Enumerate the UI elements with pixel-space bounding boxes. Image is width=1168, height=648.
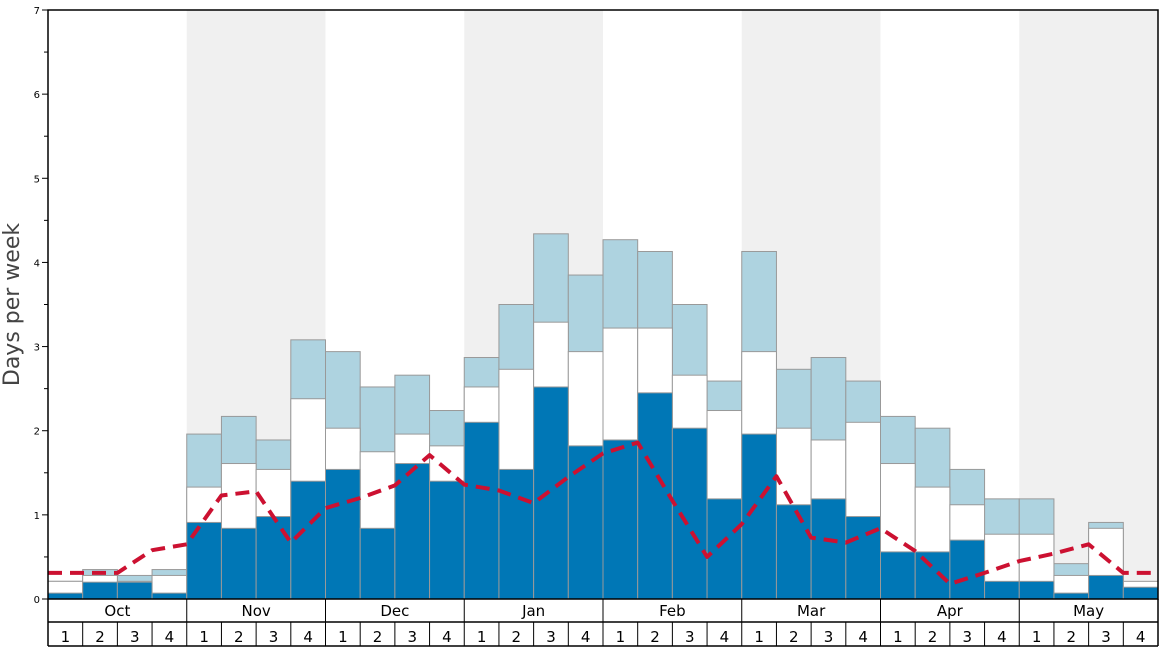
week-label: 1 xyxy=(893,628,903,646)
stacked-bars xyxy=(47,233,1159,600)
bar-bottom xyxy=(255,516,292,600)
bar-bottom xyxy=(637,392,673,600)
week-label: 3 xyxy=(1101,628,1111,646)
week-label: 4 xyxy=(442,628,452,646)
bar-bottom xyxy=(1088,574,1124,600)
bar-bottom xyxy=(82,581,118,600)
bar-bottom xyxy=(498,468,535,600)
week-label: 2 xyxy=(373,628,383,646)
week-label: 3 xyxy=(546,628,556,646)
week-label: 3 xyxy=(269,628,279,646)
y-tick-label: 0 xyxy=(34,595,40,606)
bar-bottom xyxy=(949,539,986,600)
bar-bottom xyxy=(775,504,812,600)
bar-bottom xyxy=(359,527,396,600)
week-label: 2 xyxy=(1067,628,1077,646)
week-label: 3 xyxy=(685,628,695,646)
trend-line-path xyxy=(48,440,1158,586)
bar-bottom xyxy=(220,527,257,600)
trend-line xyxy=(48,440,1158,586)
week-label: 4 xyxy=(997,628,1007,646)
y-tick-label: 7 xyxy=(34,6,40,17)
y-tick-label: 5 xyxy=(34,174,40,185)
month-label: Jan xyxy=(521,602,545,620)
week-label: 1 xyxy=(61,628,71,646)
week-label: 3 xyxy=(130,628,140,646)
month-label: Feb xyxy=(659,602,686,620)
week-label: 4 xyxy=(165,628,175,646)
week-label: 4 xyxy=(1136,628,1146,646)
bar-bottom xyxy=(706,498,743,600)
month-label: Oct xyxy=(104,602,130,620)
week-label: 4 xyxy=(720,628,730,646)
week-label: 3 xyxy=(962,628,972,646)
week-label: 2 xyxy=(650,628,660,646)
week-label: 3 xyxy=(824,628,834,646)
month-label: Apr xyxy=(937,602,964,620)
bar-bottom xyxy=(810,498,847,600)
week-label: 4 xyxy=(858,628,868,646)
bar-bottom xyxy=(47,592,84,600)
week-label: 2 xyxy=(928,628,938,646)
month-label: Mar xyxy=(797,602,826,620)
week-label: 1 xyxy=(338,628,348,646)
bar-bottom xyxy=(567,445,604,600)
bar-bottom xyxy=(429,480,465,600)
bar-bottom xyxy=(1018,580,1055,600)
week-label: 1 xyxy=(616,628,626,646)
bar-bottom xyxy=(533,386,569,600)
week-label: 2 xyxy=(234,628,244,646)
bar-bottom xyxy=(1053,592,1090,600)
week-label: 1 xyxy=(754,628,764,646)
month-label: Nov xyxy=(241,602,270,620)
bar-bottom xyxy=(116,581,153,600)
bar-bottom xyxy=(671,427,708,600)
week-label: 4 xyxy=(581,628,591,646)
y-tick-label: 3 xyxy=(34,343,40,354)
bar-bottom xyxy=(602,439,639,600)
week-label: 1 xyxy=(199,628,209,646)
y-tick-label: 2 xyxy=(34,427,40,438)
bar-bottom xyxy=(463,421,500,600)
month-label: Dec xyxy=(380,602,409,620)
bar-bottom xyxy=(914,551,951,600)
week-label: 4 xyxy=(303,628,313,646)
week-label: 2 xyxy=(512,628,522,646)
y-tick-label: 1 xyxy=(34,511,40,522)
week-label: 1 xyxy=(1032,628,1042,646)
bar-bottom xyxy=(151,592,188,600)
bar-bottom xyxy=(1122,586,1159,600)
bar-bottom xyxy=(741,433,777,600)
bar-bottom xyxy=(880,551,916,600)
week-label: 2 xyxy=(95,628,105,646)
y-axis-label: Days per week xyxy=(0,223,25,386)
axes: 0 1 2 3 4 5 6 7 Oct Nov Dec Jan Feb Mar Apr May 1 2 3 4 1 2 3 4… xyxy=(34,6,1159,647)
week-label: 2 xyxy=(789,628,799,646)
y-tick-label: 6 xyxy=(34,90,40,101)
y-tick-label: 4 xyxy=(34,258,40,269)
bar-bottom xyxy=(984,580,1020,600)
month-label: May xyxy=(1073,602,1104,620)
bar-bottom xyxy=(325,468,361,600)
bar-bottom xyxy=(394,463,431,600)
week-label: 3 xyxy=(407,628,417,646)
week-label: 1 xyxy=(477,628,487,646)
